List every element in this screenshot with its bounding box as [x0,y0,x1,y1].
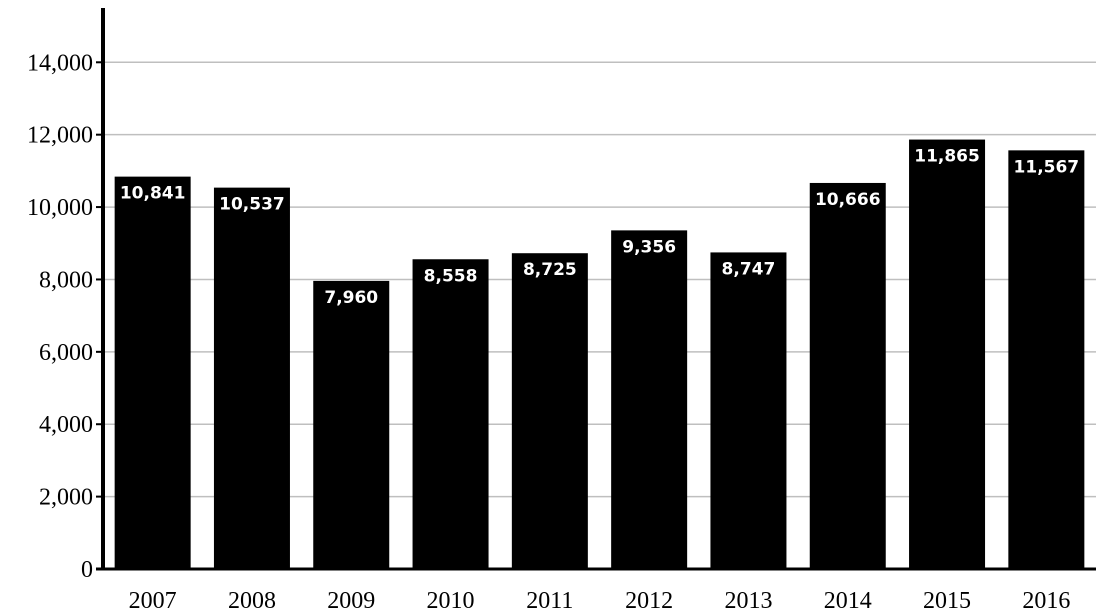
bar [809,182,886,570]
bars [114,139,1085,570]
x-tick-label: 2012 [625,588,673,614]
data-label: 8,558 [424,266,478,286]
x-tick-label: 2010 [427,588,475,614]
x-tick-label: 2009 [327,588,375,614]
y-tick-label: 14,000 [27,50,93,76]
x-tick-label: 2016 [1022,588,1070,614]
x-tick-label: 2015 [923,588,971,614]
data-label: 11,865 [914,147,980,167]
bar [710,252,787,569]
bar [511,253,588,569]
bar [213,187,290,569]
data-label: 10,537 [219,195,285,215]
data-labels: 10,841 10,537 7,960 8,558 8,725 9,356 8,747 10,… [120,147,1079,308]
bar [114,176,191,570]
y-tick-label: 0 [81,557,93,583]
x-tick-label: 2008 [228,588,276,614]
data-label: 8,725 [523,260,577,280]
data-label: 9,356 [622,237,676,257]
y-tick-label: 12,000 [27,123,93,149]
x-tick-label: 2007 [129,588,177,614]
y-tick-label: 8,000 [39,267,93,293]
data-label: 10,666 [815,190,881,210]
y-tick-label: 10,000 [27,195,93,221]
data-label: 11,567 [1014,157,1080,177]
y-tick-label: 6,000 [39,340,93,366]
data-label: 10,841 [120,184,186,204]
bar [909,139,986,570]
x-tick-label: 2014 [824,588,872,614]
bar [611,230,688,569]
y-tick-label: 4,000 [39,412,93,438]
bar [1008,150,1085,569]
y-axis-ticks: 0 2,000 4,000 6,000 8,000 10,000 12,000 14,000 [27,50,103,583]
data-label: 7,960 [324,288,378,308]
bar [313,280,390,569]
x-tick-label: 2011 [526,588,573,614]
data-label: 8,747 [722,259,776,279]
bar [412,259,489,569]
x-axis-ticks: 2007 2008 2009 2010 2011 2012 2013 2014 2015 2016 [129,588,1071,614]
x-tick-label: 2013 [724,588,772,614]
y-tick-label: 2,000 [39,485,93,511]
